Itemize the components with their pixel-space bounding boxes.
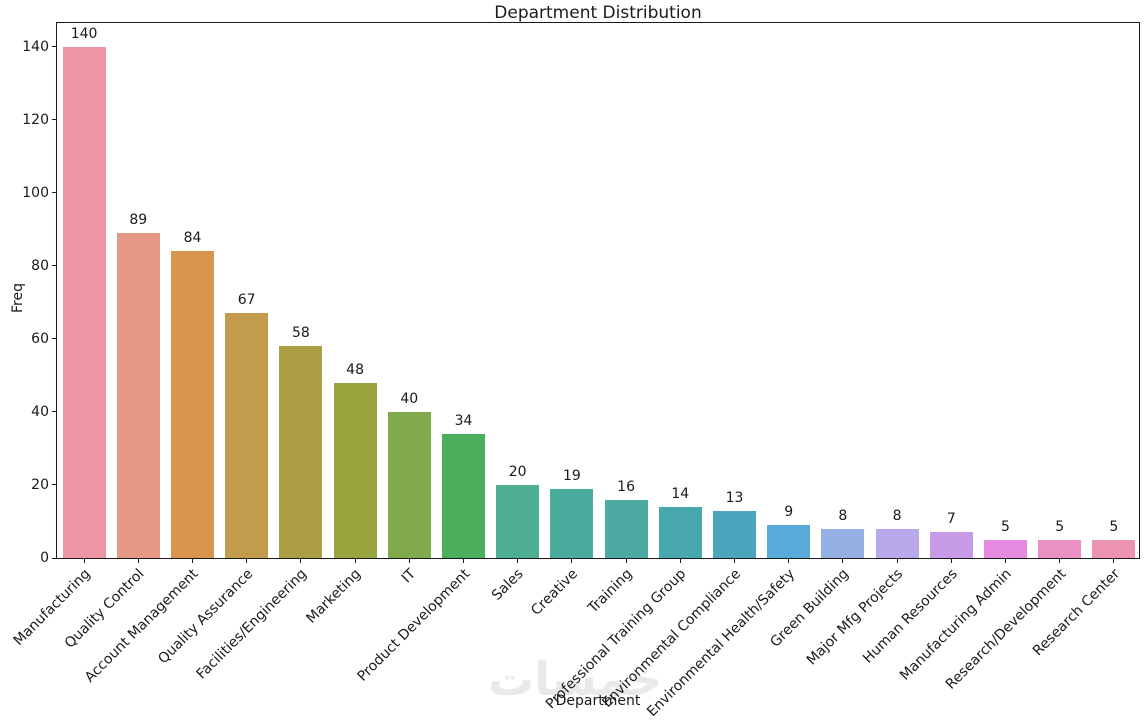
bar (984, 539, 1027, 558)
bar-value-label: 19 (562, 467, 581, 484)
y-tick-label: 20 (31, 476, 49, 493)
x-tick-mark (1005, 559, 1006, 563)
x-tick-label: Manufacturing Admin (897, 566, 1015, 684)
chart-title: Department Distribution (494, 3, 702, 23)
y-tick-mark (52, 265, 56, 267)
x-tick-mark (679, 559, 681, 563)
watermark-khamsat-logo: خمسات (488, 652, 663, 706)
x-tick-mark (896, 559, 898, 563)
bar-value-label: 5 (1001, 518, 1010, 535)
bar-value-label: 14 (671, 485, 690, 502)
bar-value-label: 9 (784, 504, 794, 521)
y-tick-mark (52, 46, 56, 48)
bar-value-label: 5 (1055, 518, 1065, 535)
bar-value-label: 13 (725, 489, 744, 506)
x-tick-mark (1059, 559, 1061, 563)
x-tick-label: Facilities/Engineering (193, 566, 311, 683)
x-tick-mark (950, 559, 952, 563)
x-tick-mark (192, 559, 193, 563)
x-tick-label: Sales (489, 566, 528, 604)
x-tick-mark (137, 559, 139, 563)
bar-value-label: 16 (617, 478, 636, 495)
y-tick-label: 120 (22, 111, 49, 128)
x-tick-mark (842, 559, 844, 563)
bar (875, 528, 919, 558)
x-axis-label: Department (555, 693, 641, 709)
x-tick-mark (300, 559, 302, 563)
bar (1092, 539, 1136, 558)
bar-value-label: 8 (892, 507, 902, 524)
bar (767, 525, 811, 558)
bar (116, 232, 160, 558)
bar (604, 499, 648, 558)
y-tick-label: 100 (22, 184, 49, 201)
x-tick-label: IT (398, 566, 419, 587)
bar-value-label: 84 (183, 230, 202, 247)
x-tick-mark (83, 559, 85, 563)
x-tick-mark (571, 559, 573, 563)
bar-value-label: 67 (237, 292, 256, 309)
bar (658, 506, 702, 558)
x-tick-label: Quality Assurance (154, 566, 257, 668)
bar-value-label: 140 (70, 25, 98, 42)
plot-area: 0 20 40 60 80 100 120 140 140 Manufacturing 89 Qual… (10, 22, 1140, 720)
y-tick-mark (52, 484, 56, 486)
bar (62, 46, 106, 558)
bar (387, 411, 431, 558)
x-tick-label: Marketing (303, 566, 365, 627)
x-tick-mark (734, 559, 735, 563)
bar (550, 488, 594, 558)
y-tick-mark (52, 119, 56, 121)
bar (171, 251, 214, 558)
bar-value-label: 34 (454, 412, 473, 429)
x-tick-mark (625, 559, 627, 563)
bar (333, 382, 377, 558)
bar (279, 346, 323, 558)
x-tick-label: Human Resources (859, 566, 961, 667)
y-tick-label: 0 (40, 550, 49, 566)
x-tick-label: Training (585, 566, 636, 617)
x-tick-mark (408, 559, 410, 563)
bar-value-label: 7 (946, 511, 956, 528)
bar-value-label: 8 (838, 507, 848, 524)
x-tick-mark (246, 559, 248, 563)
bar-value-label: 40 (400, 390, 419, 407)
y-tick-label: 60 (31, 330, 49, 347)
bar (225, 313, 269, 558)
x-tick-mark (354, 559, 356, 563)
x-tick-label: Creative (528, 566, 582, 619)
x-tick-label: Major Mfg Projects (803, 566, 907, 669)
bar-value-label: 20 (508, 463, 527, 480)
bar (1038, 539, 1082, 558)
y-tick-label: 80 (31, 257, 49, 274)
y-axis-label: Freq (10, 283, 26, 313)
bar (442, 433, 485, 558)
x-tick-label: Product Development (354, 566, 473, 685)
y-tick-mark (52, 411, 56, 413)
y-tick-mark (52, 192, 56, 194)
bar (496, 484, 540, 558)
y-tick-label: 40 (31, 403, 49, 420)
y-tick-mark (52, 338, 56, 340)
bar-value-label: 5 (1109, 518, 1119, 535)
bar-value-label: 89 (129, 211, 148, 228)
bar (713, 510, 756, 558)
y-tick-mark (52, 557, 56, 559)
bar-value-label: 58 (291, 325, 310, 342)
bar (821, 528, 865, 558)
bar (929, 532, 973, 558)
x-tick-mark (788, 559, 790, 563)
x-tick-mark (517, 559, 519, 563)
x-tick-mark (463, 559, 464, 563)
x-tick-mark (1113, 559, 1115, 563)
y-tick-label: 140 (22, 38, 49, 55)
bar-value-label: 48 (346, 361, 365, 378)
